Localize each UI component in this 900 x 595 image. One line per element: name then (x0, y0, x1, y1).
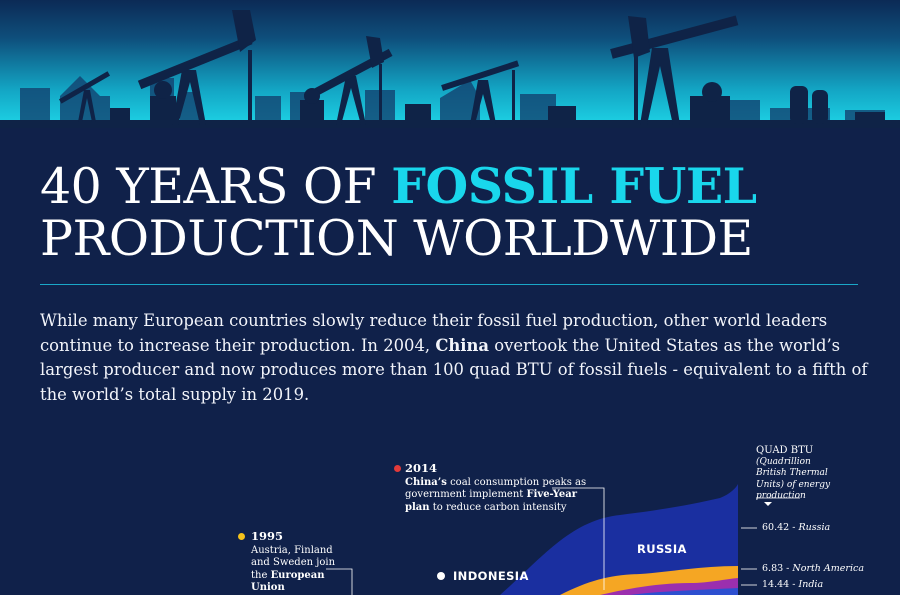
annotation-1995: 1995 Austria, Finland and Sweden join th… (251, 530, 351, 595)
value-label-russia: 60.42 - Russia (762, 522, 830, 533)
unit-legend: QUAD BTU (Quadrillion British Thermal Un… (756, 445, 876, 503)
header-banner (0, 0, 900, 128)
intro-bold-china: China (435, 335, 490, 355)
leader-1995 (326, 568, 353, 595)
value-separator: - (783, 563, 793, 574)
chevron-down-icon (764, 502, 772, 506)
value-separator: - (789, 522, 799, 533)
value-north-america: 6.83 (762, 563, 784, 574)
value-separator: - (789, 579, 799, 590)
annotation-2014-text1: coal consumption peaks as government imp… (405, 476, 587, 501)
leader-2014 (552, 487, 605, 590)
indonesia-label: INDONESIA (453, 569, 529, 583)
dot-indonesia (437, 572, 445, 580)
annotation-1995-text: Austria, Finland and Sweden join the (251, 544, 336, 581)
intro-text-part1: While many European countries slowly red… (40, 311, 828, 355)
value-india: 14.44 (762, 579, 790, 590)
title-line2: PRODUCTION WORLDWIDE (40, 210, 753, 267)
dot-1995 (238, 533, 245, 540)
oil-field-skyline-illustration (0, 10, 900, 128)
value-russia: 60.42 (762, 522, 790, 533)
annotation-1995-year: 1995 (251, 529, 284, 543)
annotation-1995-bold: European Union (251, 569, 325, 594)
russia-label: RUSSIA (637, 542, 687, 556)
region-north-america: North America (792, 563, 864, 574)
dot-2014 (394, 465, 401, 472)
region-russia: Russia (798, 522, 831, 533)
annotation-2014-text2: to reduce carbon intensity (429, 501, 567, 513)
unit-title: QUAD BTU (756, 445, 814, 456)
title-line1-prefix: 40 YEARS OF (40, 158, 392, 215)
title-divider (40, 284, 858, 285)
annotation-2014: 2014 China’s coal consumption peaks as g… (405, 462, 595, 514)
unit-subtitle: (Quadrillion British Thermal Units) of e… (756, 456, 831, 502)
annotation-2014-bold2: Five-Year plan (405, 489, 577, 513)
title-highlight: FOSSIL FUEL (391, 157, 757, 215)
intro-paragraph: While many European countries slowly red… (40, 309, 870, 407)
lower-stream (630, 588, 738, 595)
value-label-india: 14.44 - India (762, 579, 823, 590)
intro-text-part2: overtook the United States as the world’… (40, 335, 868, 404)
russia-stream (500, 484, 738, 595)
page-title: 40 YEARS OF FOSSIL FUEL PRODUCTION WORLD… (40, 160, 870, 265)
annotation-2014-bold1: China’s (405, 476, 447, 488)
value-label-north-america: 6.83 - North America (762, 563, 864, 574)
region-india: India (798, 579, 824, 590)
annotation-2014-year: 2014 (405, 461, 438, 475)
